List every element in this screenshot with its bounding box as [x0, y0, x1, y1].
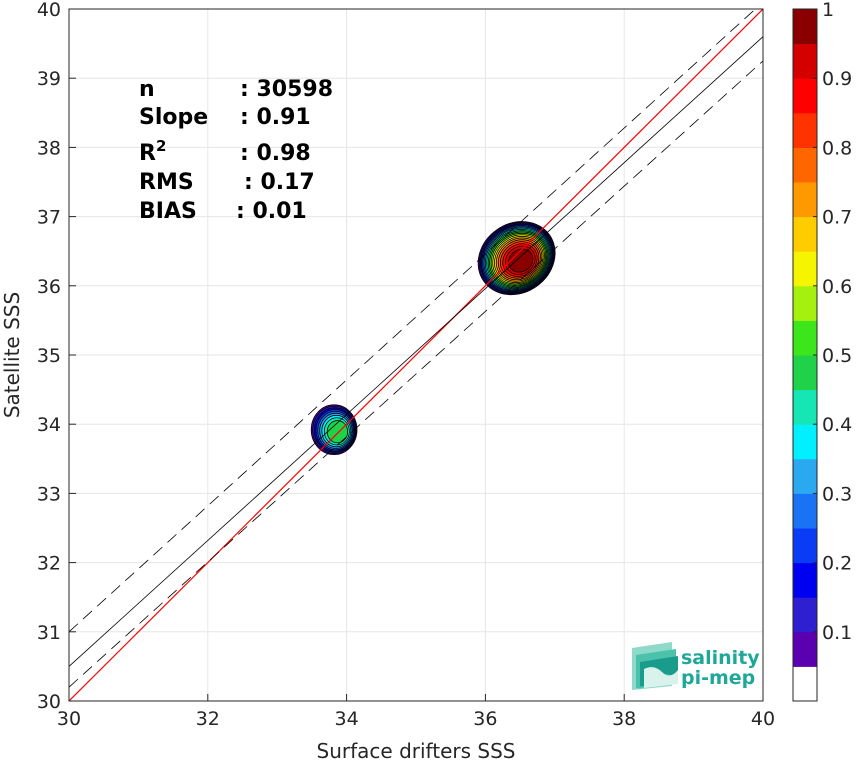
contour-band-0-19: [508, 248, 534, 273]
upper-bound-line: [69, 9, 756, 633]
stat-value: : 0.98: [240, 141, 311, 166]
x-axis-label: Surface drifters SSS: [317, 739, 516, 763]
colorbar: 0.1 0.2 0.3 0.4 0.5 0.6 0.7 0.8 0.9 1: [792, 0, 852, 702]
x-tick-label: 38: [612, 708, 636, 730]
y-axis-label: Satellite SSS: [0, 292, 24, 418]
colorbar-swatch: [793, 355, 817, 391]
one-to-one-line: [69, 9, 763, 701]
colorbar-swatch: [793, 424, 817, 460]
colorbar-tick-label: 1: [822, 0, 834, 21]
colorbar-tick-label: 0.5: [822, 345, 852, 367]
stat-label: BIAS: [139, 199, 197, 224]
x-tick-label: 34: [335, 708, 359, 730]
y-tick-label: 36: [37, 276, 61, 298]
density-contours: [310, 221, 556, 456]
regression-line: [69, 36, 763, 667]
logo-line1: salinity: [681, 647, 760, 669]
y-tick-label: 38: [37, 137, 61, 159]
colorbar-swatch: [793, 458, 817, 494]
colorbar-swatch: [793, 78, 817, 114]
colorbar-swatch: [793, 112, 817, 148]
stat-value: : 0.91: [240, 105, 311, 130]
stat-label: Slope: [139, 105, 208, 130]
colorbar-swatch: [793, 251, 817, 287]
colorbar-swatch: [793, 528, 817, 564]
y-tick-label: 35: [37, 345, 61, 367]
stat-value: : 0.17: [244, 170, 315, 195]
x-tick-label: 40: [751, 708, 775, 730]
y-tick-label: 40: [37, 0, 61, 21]
colorbar-tick-label: 0.2: [822, 553, 852, 575]
stat-value: : 0.01: [236, 199, 307, 224]
colorbar-swatch: [793, 285, 817, 321]
colorbar-swatch: [793, 562, 817, 598]
colorbar-tick-label: 0.1: [822, 622, 852, 644]
colorbar-tick-label: 0.7: [822, 207, 852, 229]
contour-band-1-9: [326, 420, 349, 444]
colorbar-tick-label: 0.6: [822, 276, 852, 298]
y-tick-label: 31: [37, 622, 61, 644]
y-tick-label: 33: [37, 483, 61, 505]
x-tick-label: 30: [57, 708, 81, 730]
colorbar-swatch: [793, 666, 817, 702]
colorbar-swatch: [793, 631, 817, 667]
y-tick-label: 37: [37, 207, 61, 229]
colorbar-swatch: [793, 389, 817, 425]
colorbar-swatch: [793, 43, 817, 79]
stat-superscript: 2: [156, 137, 166, 155]
colorbar-tick-label: 0.3: [822, 483, 852, 505]
colorbar-swatch: [793, 597, 817, 633]
colorbar-tick-label: 0.4: [822, 414, 852, 436]
stat-label: n: [139, 77, 155, 102]
reference-lines: [69, 9, 763, 701]
colorbar-tick-label: 0.8: [822, 137, 852, 159]
colorbar-swatch: [793, 216, 817, 252]
logo-wave-icon: [632, 642, 678, 690]
stat-value: : 30598: [240, 77, 333, 102]
y-tick-label: 30: [37, 691, 61, 713]
colorbar-swatch: [793, 182, 817, 218]
stat-label: RMS: [139, 170, 194, 195]
colorbar-swatch: [793, 320, 817, 356]
y-tick-label: 34: [37, 414, 61, 436]
grid-lines: [68, 8, 764, 702]
colorbar-swatch: [793, 9, 817, 45]
x-axis-ticks: 30 32 34 36 38 40: [57, 694, 775, 730]
colorbar-swatch: [793, 493, 817, 529]
logo-line2: pi-mep: [681, 667, 755, 689]
x-tick-label: 36: [473, 708, 497, 730]
salinity-pi-mep-logo: salinity pi-mep: [632, 642, 760, 690]
colorbar-swatch: [793, 147, 817, 183]
y-tick-label: 39: [37, 68, 61, 90]
colorbar-tick-label: 0.9: [822, 68, 852, 90]
x-tick-label: 32: [196, 708, 220, 730]
y-axis-ticks: 30 31 32 33 34 35 36 37 38 39 40: [37, 0, 76, 713]
y-tick-label: 32: [37, 553, 61, 575]
lower-bound-line: [69, 60, 763, 688]
